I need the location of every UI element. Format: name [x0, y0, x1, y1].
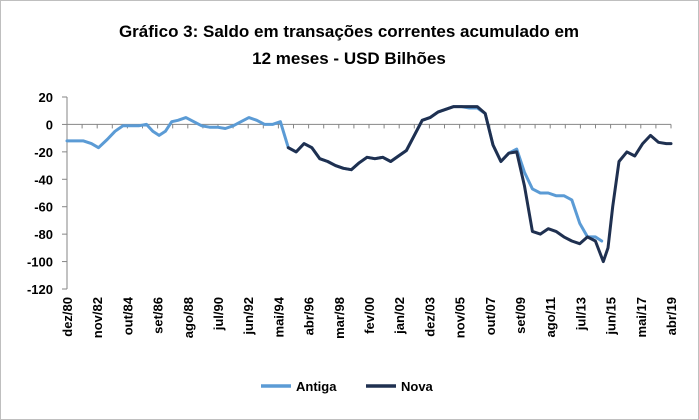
- x-tick-label: jun/92: [241, 297, 256, 336]
- x-tick-label: mai/17: [634, 297, 649, 337]
- x-tick-label: nov/82: [90, 297, 105, 338]
- x-tick-label: abr/96: [302, 297, 317, 335]
- x-tick-label: set/09: [513, 297, 528, 334]
- x-tick-label: mai/94: [271, 296, 286, 337]
- plot-area: 20 0 -20 -40 -60 -80 -100 -120 dez/80 nov/82 out/8…: [27, 90, 679, 339]
- x-tick-label: ago/88: [181, 297, 196, 338]
- x-tick-label: set/86: [151, 297, 166, 334]
- y-tick-label: 20: [39, 90, 53, 105]
- y-tick-label: -40: [34, 172, 53, 187]
- x-tick-label: dez/80: [60, 297, 75, 337]
- x-tick-label: ago/11: [543, 297, 558, 337]
- x-tick-label: jun/15: [604, 297, 619, 336]
- series-line-nova: [286, 105, 673, 264]
- y-tick-label: -100: [27, 255, 53, 270]
- legend-label-antiga: Antiga: [296, 379, 337, 394]
- y-tick-label: -20: [34, 145, 53, 160]
- y-tick-label: -60: [34, 200, 53, 215]
- y-tick-label: -80: [34, 227, 53, 242]
- x-tick-label: nov/05: [453, 297, 468, 338]
- x-tick-label: out/07: [483, 297, 498, 335]
- x-tick-label: jul/13: [573, 297, 588, 331]
- y-tick-label: 0: [46, 117, 53, 132]
- chart-title-line-2: 12 meses - USD Bilhões: [252, 49, 446, 68]
- legend-label-nova: Nova: [401, 379, 434, 394]
- x-tick-label: dez/03: [422, 297, 437, 337]
- x-tick-label: jul/90: [211, 297, 226, 331]
- chart-title-line-1: Gráfico 3: Saldo em transações correntes…: [119, 22, 579, 41]
- legend: Antiga Nova: [261, 379, 434, 394]
- x-tick-label: fev/00: [362, 297, 377, 334]
- y-tick-label: -120: [27, 282, 53, 297]
- x-tick-label: mar/98: [332, 297, 347, 339]
- x-tick-label: abr/19: [664, 297, 679, 335]
- x-tick-label: out/84: [120, 296, 135, 335]
- x-tick-label: jan/02: [392, 297, 407, 335]
